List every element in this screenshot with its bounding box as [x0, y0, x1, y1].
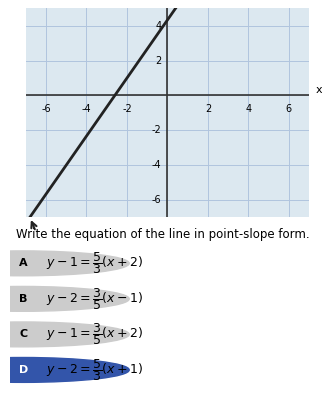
Text: 6: 6: [286, 104, 292, 114]
Text: $y - 2 = \dfrac{3}{5}(x - 1)$: $y - 2 = \dfrac{3}{5}(x - 1)$: [46, 286, 143, 312]
Text: -6: -6: [152, 195, 161, 205]
Text: -4: -4: [152, 160, 161, 170]
Text: -6: -6: [41, 104, 51, 114]
Text: D: D: [19, 365, 28, 375]
Text: x: x: [315, 85, 322, 95]
Text: 4: 4: [245, 104, 251, 114]
Text: Write the equation of the line in point-slope form.: Write the equation of the line in point-…: [16, 227, 310, 241]
Circle shape: [0, 357, 129, 382]
Text: $y - 1 = \dfrac{3}{5}(x + 2)$: $y - 1 = \dfrac{3}{5}(x + 2)$: [46, 321, 143, 347]
Text: -2: -2: [122, 104, 132, 114]
Text: $y - 2 = \dfrac{5}{3}(x + 1)$: $y - 2 = \dfrac{5}{3}(x + 1)$: [46, 357, 143, 383]
Circle shape: [0, 286, 129, 311]
Text: 2: 2: [155, 56, 161, 66]
Text: 2: 2: [205, 104, 211, 114]
Text: C: C: [19, 329, 27, 339]
Text: A: A: [19, 258, 28, 268]
Text: 4: 4: [155, 21, 161, 31]
Text: -4: -4: [82, 104, 91, 114]
Text: B: B: [19, 294, 27, 304]
Text: -2: -2: [152, 125, 161, 135]
Text: $y - 1 = \dfrac{5}{3}(x + 2)$: $y - 1 = \dfrac{5}{3}(x + 2)$: [46, 250, 143, 276]
Circle shape: [0, 251, 129, 276]
Circle shape: [0, 322, 129, 347]
